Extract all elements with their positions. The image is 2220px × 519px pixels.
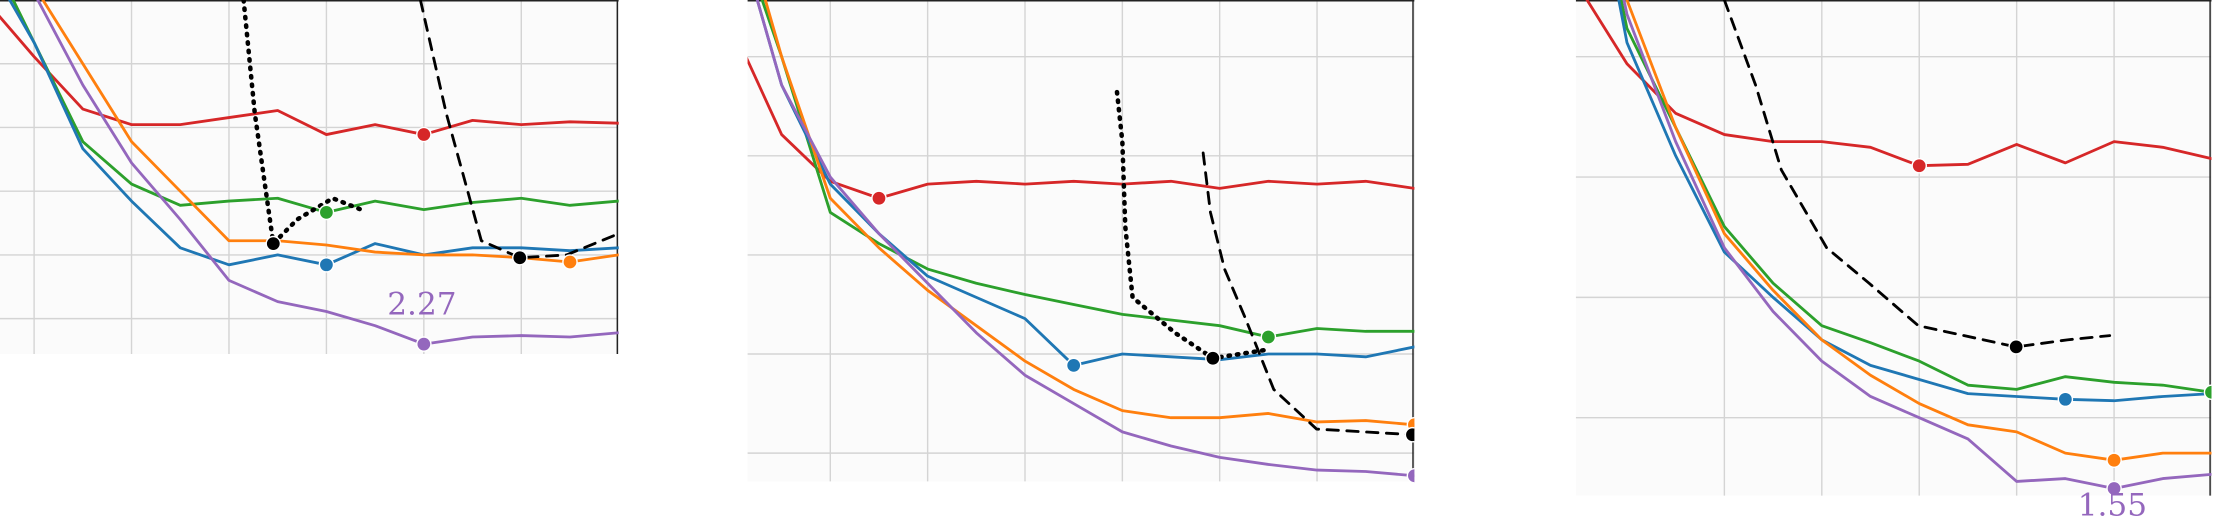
series-line: [763, 0, 1415, 427]
series-marker: [1260, 329, 1277, 345]
panel: [747, 0, 1415, 484]
series-marker: [562, 254, 578, 270]
series-marker: [416, 336, 432, 352]
series-marker: [265, 235, 282, 252]
series-marker: [2008, 339, 2024, 355]
plot-background: [1575, 0, 2212, 496]
annotation: 2.27: [387, 286, 456, 322]
series-line: [36, 0, 619, 346]
series-line: [747, 56, 1415, 200]
panel: [1575, 0, 2212, 497]
series-marker: [2203, 384, 2212, 401]
series-marker: [1911, 157, 1928, 174]
series-line: [241, 0, 364, 246]
series-line: [1622, 0, 2212, 490]
series-line: [8, 0, 619, 267]
plot-background: [0, 0, 619, 355]
panel: [0, 0, 619, 355]
series-line: [1201, 151, 1414, 437]
series-marker: [318, 257, 335, 273]
series-marker: [871, 190, 887, 207]
series-line: [1722, 0, 2112, 349]
series-marker: [2106, 480, 2122, 497]
series-marker: [1205, 350, 1221, 367]
series-line: [11, 0, 619, 214]
series-line: [760, 0, 1415, 339]
series-marker: [512, 249, 528, 266]
series-line: [1617, 0, 2212, 403]
series-marker: [416, 126, 432, 143]
series-line: [0, 14, 619, 136]
series-line: [419, 0, 619, 260]
series-marker: [1406, 467, 1415, 484]
series-marker: [1404, 426, 1415, 443]
series-line: [755, 0, 1415, 478]
series-line: [1625, 0, 2212, 462]
series-marker: [2106, 452, 2122, 468]
series-marker: [1065, 357, 1082, 374]
plot-background: [747, 0, 1415, 482]
annotation: 1.55: [2078, 487, 2147, 519]
series-marker: [318, 204, 335, 221]
series-line: [1585, 0, 2212, 168]
series-marker: [2057, 391, 2074, 408]
